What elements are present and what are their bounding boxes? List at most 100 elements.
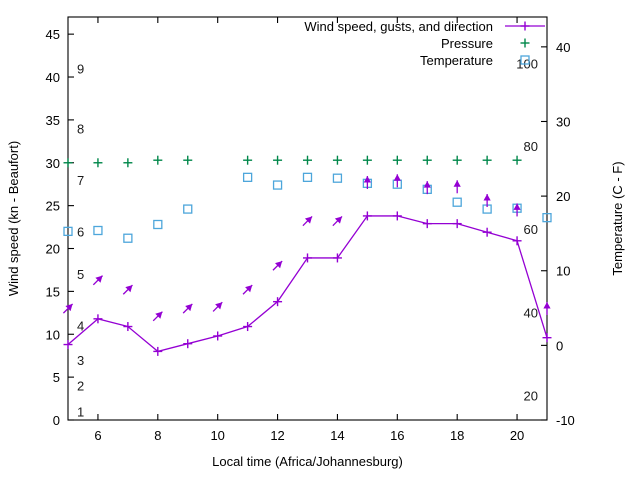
- legend-label-2: Temperature: [420, 53, 493, 68]
- gust-arrow: [122, 284, 133, 295]
- wind-speed-point: [542, 333, 552, 343]
- fahrenheit-label-40: 40: [524, 306, 538, 321]
- y-tick-label-left: 10: [46, 327, 60, 342]
- gust-arrow: [513, 203, 521, 217]
- gust-arrow: [212, 301, 223, 312]
- series-gusts: [62, 174, 551, 322]
- x-tick-label: 10: [210, 428, 224, 443]
- temperature-point: [183, 204, 193, 214]
- x-axis-label: Local time (Africa/Johannesburg): [212, 454, 403, 469]
- series-pressure: [63, 155, 522, 168]
- wind-speed-point: [93, 314, 103, 324]
- pressure-point: [153, 155, 163, 165]
- series-wind-speed: [63, 211, 552, 356]
- y-axis-right: -10 0 10 20 30 40 Temperature (C - F): [541, 40, 625, 428]
- pressure-point: [303, 155, 312, 165]
- x-tick-label: 18: [450, 428, 464, 443]
- legend-sample-square: [520, 55, 530, 65]
- y-axis-label-right: Temperature (C - F): [610, 161, 625, 275]
- gust-arrow: [272, 260, 283, 271]
- wind-speed-point: [362, 211, 372, 221]
- wind-speed-point: [243, 322, 253, 332]
- pressure-point: [273, 155, 283, 165]
- pressure-point: [123, 158, 133, 168]
- y-tick-label-left: 0: [53, 413, 60, 428]
- y-tick-label-left: 5: [53, 370, 60, 385]
- wind-speed-point: [63, 340, 73, 350]
- temperature-point: [63, 226, 73, 237]
- fahrenheit-label-60: 60: [524, 222, 538, 237]
- gust-arrow: [393, 174, 401, 188]
- gust-arrow: [483, 193, 491, 207]
- beaufort-label-7: 7: [77, 173, 84, 188]
- fahrenheit-label-80: 80: [524, 139, 538, 154]
- wind-speed-point: [123, 322, 133, 332]
- gust-arrow: [242, 284, 253, 295]
- pressure-point: [422, 155, 432, 165]
- wind-speed-point: [422, 219, 432, 229]
- y-tick-label-left: 15: [46, 284, 60, 299]
- beaufort-label-3: 3: [77, 353, 84, 368]
- wind-speed-point: [392, 211, 402, 221]
- beaufort-label-5: 5: [77, 267, 84, 282]
- x-tick-label: 6: [94, 428, 101, 443]
- fahrenheit-label-20: 20: [524, 388, 538, 403]
- temperature-point: [153, 219, 163, 230]
- beaufort-label-4: 4: [77, 319, 84, 334]
- gust-arrow: [92, 275, 103, 286]
- wind-speed-point: [332, 253, 342, 263]
- temperature-point: [302, 172, 313, 182]
- gust-arrow: [302, 216, 313, 227]
- y-axis-left: 0 5 10 15 20 25 30 35 40 45 Wind speed (kn - Beauf…: [6, 27, 74, 428]
- x-tick-label: 16: [390, 428, 404, 443]
- pressure-point: [183, 155, 193, 165]
- gust-arrow: [182, 303, 193, 314]
- wind-speed-point: [512, 236, 522, 246]
- wind-speed-point: [303, 253, 312, 263]
- legend-label-0: Wind speed, gusts, and direction: [304, 19, 493, 34]
- temperature-point: [123, 233, 133, 243]
- y-tick-label-right: 40: [556, 40, 570, 55]
- wind-speed-line: [67, 215, 548, 353]
- pressure-point: [362, 155, 372, 165]
- beaufort-label-9: 9: [77, 61, 84, 76]
- x-tick-label: 8: [154, 428, 161, 443]
- pressure-point: [243, 155, 253, 165]
- beaufort-label-2: 2: [77, 379, 84, 394]
- wind-speed-point: [153, 346, 163, 356]
- pressure-point: [452, 155, 462, 165]
- gust-arrow: [152, 311, 163, 322]
- y-tick-label-left: 45: [46, 27, 60, 42]
- legend-sample-plus: [520, 21, 530, 31]
- y-tick-label-left: 40: [46, 70, 60, 85]
- y-tick-label-left: 20: [46, 242, 60, 257]
- pressure-point: [332, 155, 342, 165]
- legend-sample-plus: [520, 38, 530, 48]
- y-tick-label-right: 20: [556, 189, 570, 204]
- temperature-point: [542, 212, 552, 223]
- y-tick-label-right: 30: [556, 114, 570, 129]
- pressure-point: [392, 155, 402, 165]
- y-axis-label-left: Wind speed (kn - Beaufort): [6, 141, 21, 296]
- temperature-point: [242, 172, 253, 182]
- temperature-point: [272, 180, 283, 190]
- pressure-point: [63, 158, 73, 168]
- beaufort-label-1: 1: [77, 404, 84, 419]
- series-temperature: [63, 172, 552, 243]
- y-tick-label-right: 10: [556, 264, 570, 279]
- beaufort-label-8: 8: [77, 121, 84, 136]
- wind-speed-point: [482, 227, 492, 237]
- legend: Wind speed, gusts, and direction Pressure…: [304, 19, 545, 68]
- temperature-point: [452, 197, 462, 207]
- y-tick-label-left: 35: [46, 113, 60, 128]
- gust-arrow: [453, 180, 461, 194]
- plot-border: [67, 16, 548, 421]
- wind-speed-point: [452, 219, 462, 229]
- wind-speed-point: [273, 297, 283, 307]
- temperature-point: [93, 225, 103, 236]
- legend-label-1: Pressure: [441, 36, 493, 51]
- wind-speed-point: [183, 339, 193, 349]
- gust-arrow: [62, 303, 74, 314]
